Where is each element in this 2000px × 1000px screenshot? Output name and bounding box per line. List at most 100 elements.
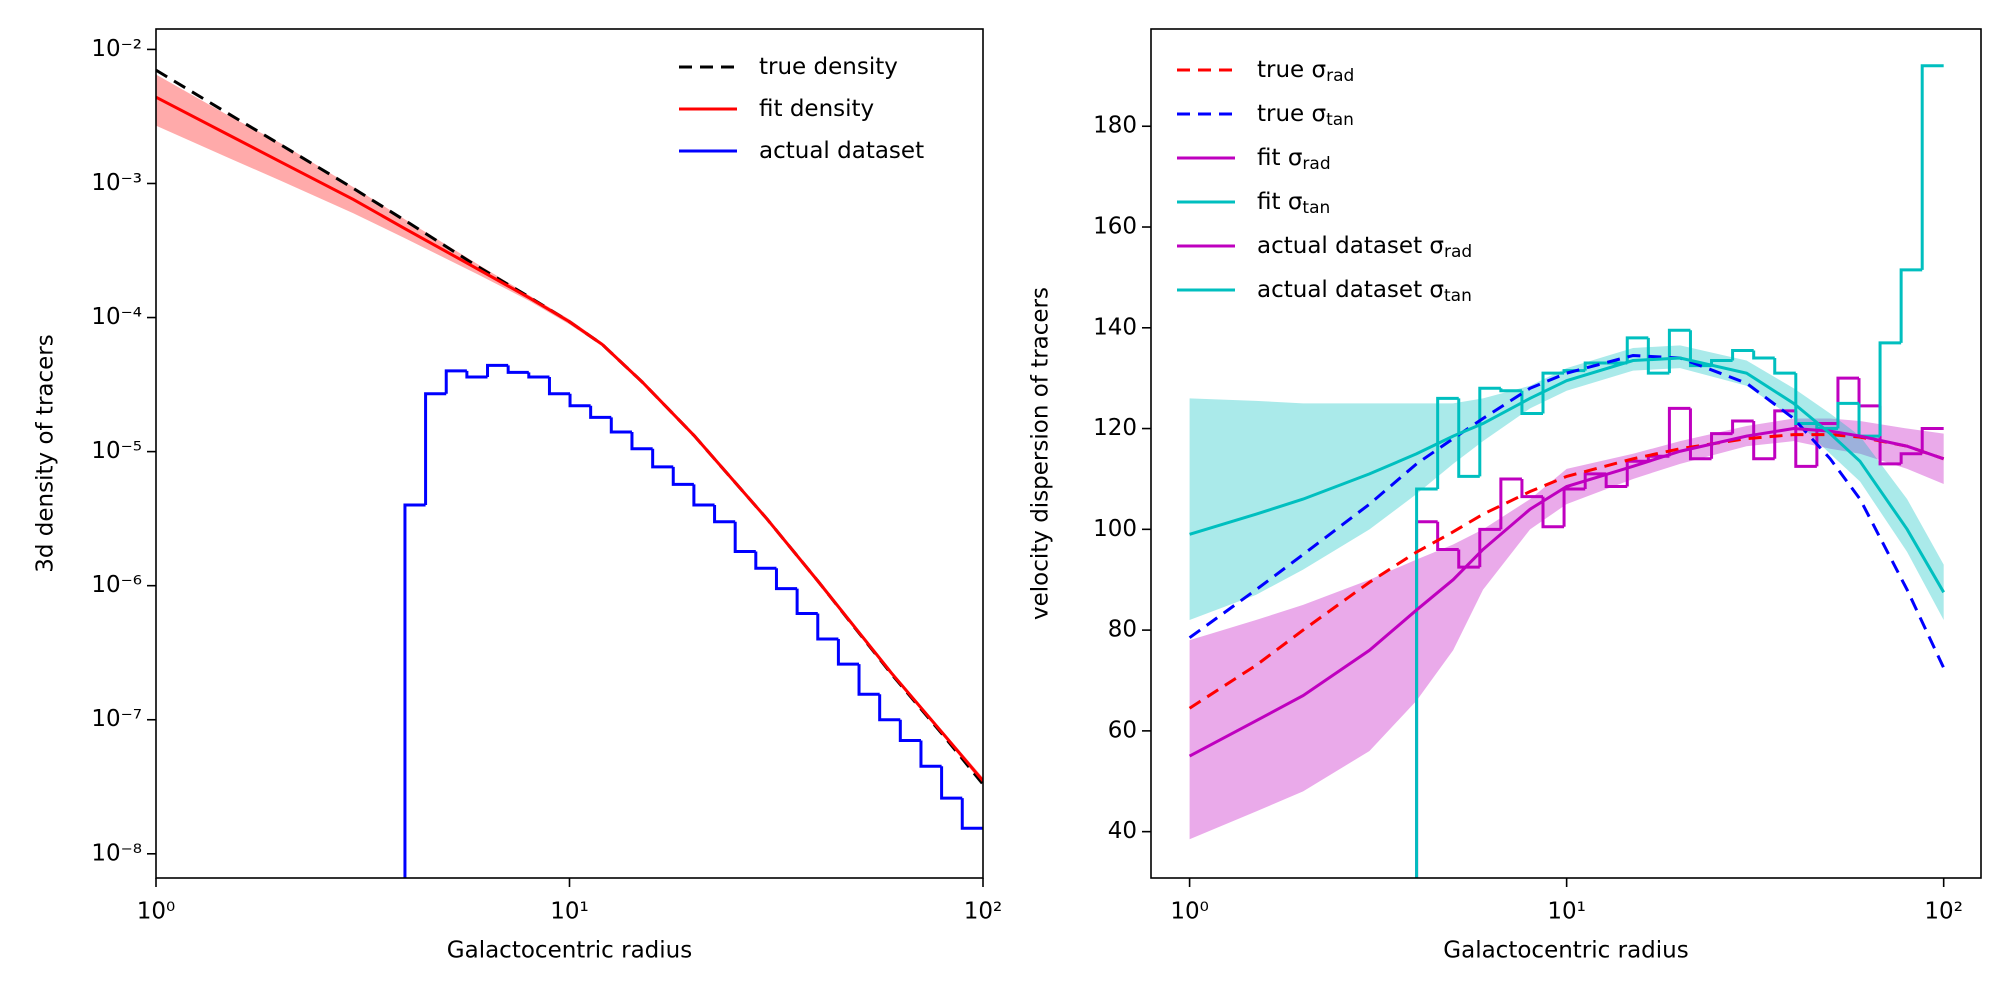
histogram-step — [1604, 473, 1628, 489]
histogram-step — [1815, 423, 1838, 431]
x-tick-label: 10¹ — [1547, 899, 1586, 925]
histogram-step — [589, 405, 612, 419]
histogram-step — [754, 551, 777, 570]
axes-frame — [1150, 28, 1982, 879]
legend-subscript: rad — [1302, 154, 1330, 174]
histogram-step — [1541, 496, 1565, 529]
legend-label: fit σrad — [1257, 145, 1331, 175]
legend-name: fit σ — [1257, 145, 1302, 171]
y-axis-label: velocity dispersion of tracers — [1028, 287, 1054, 620]
legend-name: actual dataset σ — [1257, 233, 1444, 259]
histogram-step — [1920, 427, 1944, 454]
histogram-step — [1478, 386, 1501, 477]
y-tick-label: 140 — [1093, 314, 1137, 340]
histogram-step — [568, 393, 591, 408]
y-tick-label: 180 — [1093, 113, 1137, 139]
histogram-step — [1773, 409, 1796, 459]
histogram-step — [1731, 419, 1754, 434]
histogram-step — [816, 613, 839, 641]
histogram-step — [1583, 472, 1607, 490]
y-tick-label: 120 — [1093, 415, 1137, 441]
series-line — [1188, 353, 1946, 669]
histogram-step — [878, 694, 901, 722]
legend-subscript: rad — [1444, 242, 1472, 262]
legend-label: true σrad — [1257, 57, 1354, 87]
legend-label: true density — [759, 54, 898, 80]
confidence-band — [156, 74, 983, 785]
histogram-step — [857, 664, 880, 696]
y-tick-label: 40 — [1108, 818, 1137, 844]
axes-frame — [155, 28, 984, 879]
histogram-step — [733, 521, 756, 553]
legend-subscript: tan — [1302, 198, 1330, 218]
histogram-step — [1688, 330, 1712, 368]
histogram-step — [1667, 406, 1691, 457]
histogram-step — [506, 365, 529, 374]
series-line — [156, 95, 983, 782]
histogram-step — [960, 798, 983, 830]
histogram-step — [1794, 373, 1817, 426]
histogram-step — [1836, 401, 1860, 429]
histogram-step — [403, 503, 426, 878]
histogram-step — [1520, 478, 1543, 499]
histogram-step — [836, 639, 860, 666]
x-tick-label: 10¹ — [550, 899, 589, 925]
y-tick-label: 10⁻³ — [91, 170, 142, 196]
legend-label: fit σtan — [1257, 189, 1330, 219]
histogram-step — [1541, 371, 1565, 414]
confidence-band — [1189, 345, 1944, 621]
histogram-step — [940, 766, 963, 800]
histogram-step — [1499, 477, 1522, 530]
histogram-step — [1520, 390, 1543, 415]
histogram-step — [1899, 268, 1923, 343]
histogram-step — [692, 484, 715, 507]
histogram-step — [444, 369, 467, 394]
histogram-step — [1920, 64, 1944, 270]
y-tick-label: 80 — [1108, 617, 1137, 643]
series-line — [1188, 427, 1945, 758]
legend-subscript: tan — [1444, 286, 1472, 306]
histogram-step — [898, 719, 921, 743]
histogram-step — [1710, 432, 1733, 459]
y-tick-label: 60 — [1108, 717, 1137, 743]
histogram-step — [465, 370, 488, 379]
histogram-step — [609, 417, 632, 434]
histogram-step — [1773, 358, 1796, 375]
series-line — [1188, 433, 1945, 710]
legend-name: true σ — [1257, 101, 1326, 127]
legend-subscript: tan — [1326, 110, 1354, 130]
legend-name: actual dataset σ — [1257, 277, 1444, 303]
legend-label: actual dataset σtan — [1257, 277, 1472, 307]
x-axis-label: Galactocentric radius — [1443, 938, 1688, 964]
histogram-step — [795, 588, 818, 616]
histogram-step — [919, 740, 942, 768]
histogram-step — [1878, 341, 1902, 437]
legend-label: true σtan — [1257, 101, 1354, 131]
x-tick-label: 10² — [1924, 899, 1963, 925]
histogram-step — [651, 448, 674, 469]
histogram-step — [1436, 396, 1459, 490]
legend-name: fit σ — [1257, 189, 1302, 215]
y-tick-label: 10⁻⁷ — [91, 706, 142, 732]
x-tick-label: 10⁰ — [1170, 899, 1209, 925]
x-tick-label: 10² — [964, 899, 1003, 925]
legend-name: true σ — [1257, 57, 1326, 83]
histogram-step — [1499, 388, 1522, 393]
histogram-step — [630, 432, 653, 451]
legend-name: true density — [759, 54, 898, 80]
y-tick-label: 10⁻⁶ — [91, 572, 142, 598]
histogram-step — [1646, 337, 1670, 375]
histogram-step — [1752, 350, 1775, 360]
histogram-step — [547, 377, 571, 396]
histogram-step — [527, 372, 550, 379]
y-axis-label: 3d density of tracers — [33, 334, 59, 572]
x-tick-label: 10⁰ — [137, 899, 176, 925]
y-tick-label: 10⁻⁵ — [91, 438, 142, 464]
histogram-step — [671, 466, 694, 486]
plot-area — [1188, 64, 1946, 878]
histogram-step — [1731, 348, 1754, 361]
legend-label: actual dataset — [759, 138, 924, 164]
legend-name: actual dataset — [759, 138, 924, 164]
